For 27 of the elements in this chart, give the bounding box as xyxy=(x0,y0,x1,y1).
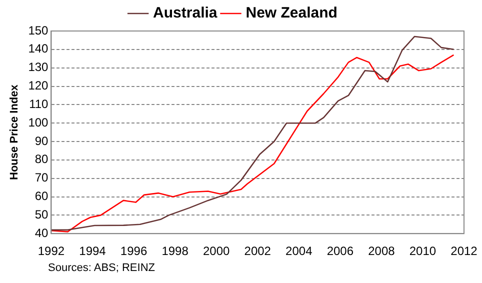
x-tick-label: 2006 xyxy=(326,244,354,258)
x-tick-label: 2008 xyxy=(368,244,396,258)
y-tick-label: 90 xyxy=(34,134,49,148)
y-tick-label: 150 xyxy=(28,23,49,38)
x-tick-label: 1998 xyxy=(162,244,189,258)
y-tick-label: 70 xyxy=(34,170,49,185)
source-note: Sources: ABS; REINZ xyxy=(48,262,155,274)
y-tick-label: 50 xyxy=(34,207,49,222)
y-tick-label: 110 xyxy=(29,96,49,111)
x-tick-label: 2000 xyxy=(202,244,230,258)
y-tick-label: 40 xyxy=(34,226,49,240)
y-tick-label: 140 xyxy=(28,42,49,56)
legend-label: New Zealand xyxy=(246,4,338,22)
x-tick-label: 1994 xyxy=(79,244,106,258)
x-tick-label: 2004 xyxy=(286,244,313,258)
y-tick-label: 80 xyxy=(34,152,49,166)
y-axis-title: House Price Index xyxy=(8,84,21,180)
y-tick-label: 100 xyxy=(28,115,49,130)
x-tick-label: 2002 xyxy=(244,244,272,258)
x-tick-label: 2010 xyxy=(409,244,436,258)
x-tick-label: 1992 xyxy=(38,244,65,258)
legend-label: Australia xyxy=(153,4,218,22)
y-tick-label: 120 xyxy=(28,78,49,93)
y-tick-label: 60 xyxy=(34,189,49,204)
x-tick-label: 2012 xyxy=(450,244,478,258)
y-tick-label: 130 xyxy=(28,60,49,74)
x-tick-label: 1996 xyxy=(120,244,148,258)
